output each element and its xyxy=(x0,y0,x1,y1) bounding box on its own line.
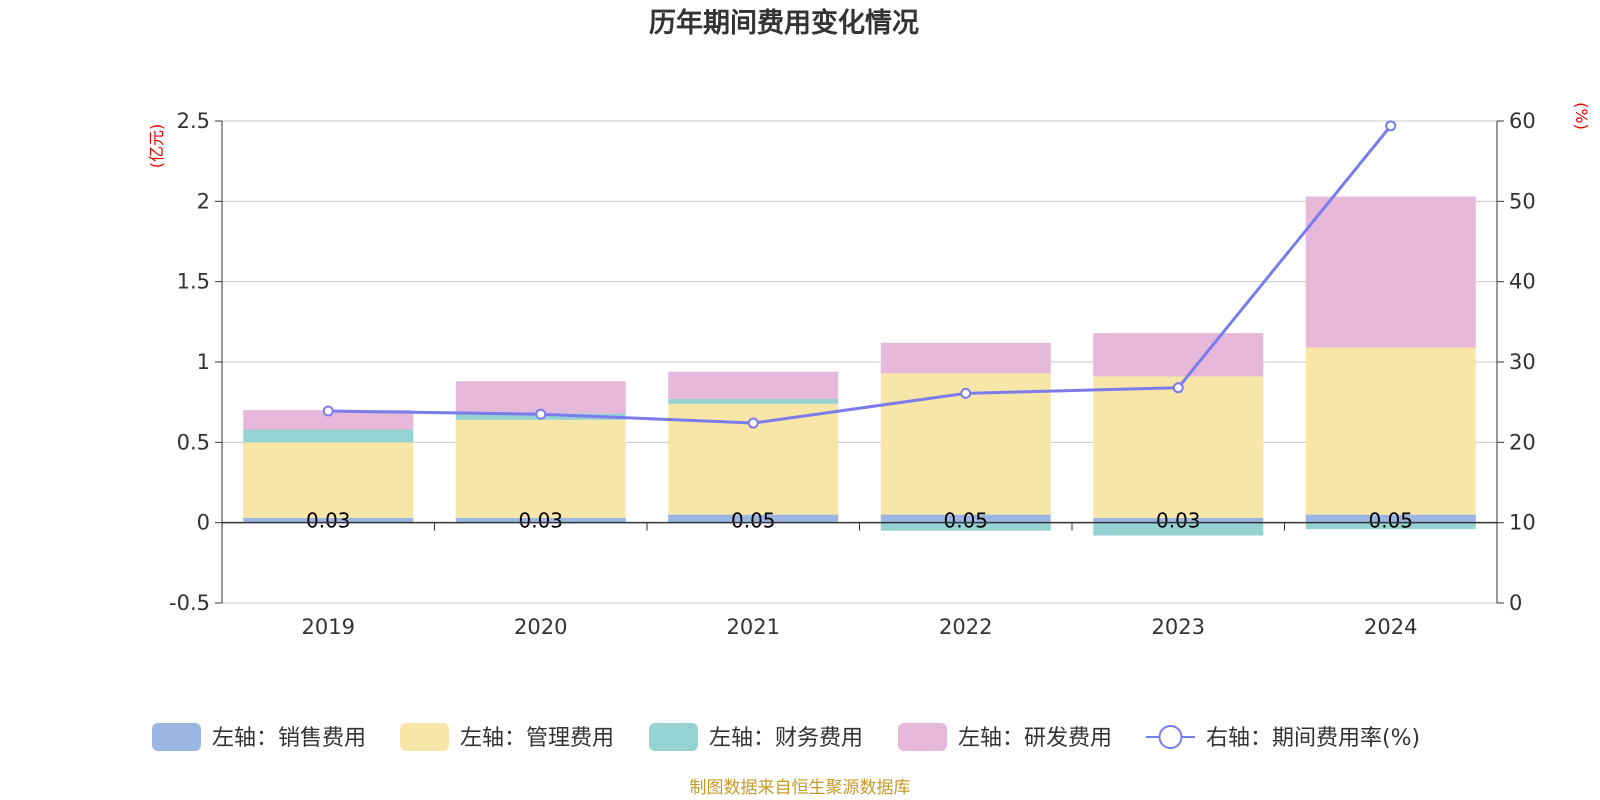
legend-label: 左轴：财务费用 xyxy=(709,726,863,751)
right-tick-label: 40 xyxy=(1509,270,1536,294)
grid-lines xyxy=(222,120,1497,604)
left-tick-label: 1 xyxy=(197,350,210,374)
legend: 左轴：销售费用 左轴：管理费用 左轴：财务费用 左轴：研发费用 右轴：期间费用率(%) xyxy=(152,723,1420,751)
left-tick-label: 1.5 xyxy=(177,270,210,294)
bar xyxy=(243,410,414,430)
bar xyxy=(243,442,414,518)
x-tick-label: 2019 xyxy=(302,615,355,639)
right-axis-unit: (%) xyxy=(1572,102,1591,130)
left-tick-label: -0.5 xyxy=(169,591,210,615)
x-tick-label: 2020 xyxy=(514,615,567,639)
line-point xyxy=(1172,382,1184,394)
bar xyxy=(243,429,414,443)
bar xyxy=(1305,347,1476,515)
right-tick-label: 60 xyxy=(1509,109,1536,133)
bar-data-label: 0.03 xyxy=(518,509,563,533)
line-path xyxy=(328,124,1392,425)
right-tick-label: 20 xyxy=(1509,430,1536,454)
bar xyxy=(880,522,1051,531)
bar xyxy=(880,342,1051,374)
left-tick-label: 0 xyxy=(197,511,210,535)
right-tick-label: 50 xyxy=(1509,189,1536,213)
x-tick-label: 2024 xyxy=(1364,615,1417,639)
bar xyxy=(1305,522,1476,530)
bar xyxy=(668,514,839,523)
legend-label: 左轴：管理费用 xyxy=(460,726,614,751)
chart-title: 历年期间费用变化情况 xyxy=(649,7,919,39)
left-axis-unit: (亿元) xyxy=(147,124,166,169)
bar-labels: 0.03 0.03 0.05 0.05 0.03 0.05 xyxy=(306,509,1413,533)
source-note: 制图数据来自恒生聚源数据库 xyxy=(690,778,911,798)
legend-label: 左轴：研发费用 xyxy=(958,726,1112,751)
legend-swatch xyxy=(898,723,947,751)
x-tick-label: 2023 xyxy=(1152,615,1205,639)
bar xyxy=(455,419,626,518)
bar-data-label: 0.03 xyxy=(1156,509,1201,533)
line-point xyxy=(747,417,759,429)
bar-series xyxy=(243,196,1476,536)
x-tick-label: 2021 xyxy=(727,615,780,639)
bar-data-label: 0.05 xyxy=(731,509,776,533)
bar xyxy=(1093,333,1264,377)
legend-label: 右轴：期间费用率(%) xyxy=(1206,726,1420,751)
right-tick-label: 30 xyxy=(1509,350,1536,374)
bar xyxy=(1093,517,1264,523)
legend-swatch xyxy=(400,723,449,751)
line-point xyxy=(1385,120,1397,132)
left-tick-label: 0.5 xyxy=(177,430,210,454)
bar xyxy=(668,371,839,399)
bar xyxy=(1093,376,1264,518)
line-series xyxy=(322,120,1397,429)
right-tick-label: 0 xyxy=(1509,591,1522,615)
line-point xyxy=(322,405,334,417)
bar xyxy=(455,381,626,414)
bar xyxy=(1093,522,1264,536)
axes: -0.5 0 0.5 1 1.5 2 2.5 0 10 20 30 40 50 60 2019 2020 202… xyxy=(169,109,1536,639)
left-tick-label: 2.5 xyxy=(177,109,210,133)
bar xyxy=(668,398,839,404)
legend-swatch xyxy=(152,723,201,751)
bar-data-label: 0.05 xyxy=(943,509,988,533)
x-tick-label: 2022 xyxy=(939,615,992,639)
legend-label: 左轴：销售费用 xyxy=(212,726,366,751)
bar-data-label: 0.05 xyxy=(1368,509,1413,533)
left-tick-label: 2 xyxy=(197,189,210,213)
bar xyxy=(243,517,414,523)
right-tick-label: 10 xyxy=(1509,511,1536,535)
bar xyxy=(880,514,1051,523)
line-point xyxy=(535,408,547,420)
line-point xyxy=(960,387,972,399)
bar xyxy=(1305,514,1476,523)
bar-data-label: 0.03 xyxy=(306,509,351,533)
legend-swatch xyxy=(649,723,698,751)
bar xyxy=(455,517,626,523)
legend-marker xyxy=(1158,725,1183,749)
bar xyxy=(1305,196,1476,348)
